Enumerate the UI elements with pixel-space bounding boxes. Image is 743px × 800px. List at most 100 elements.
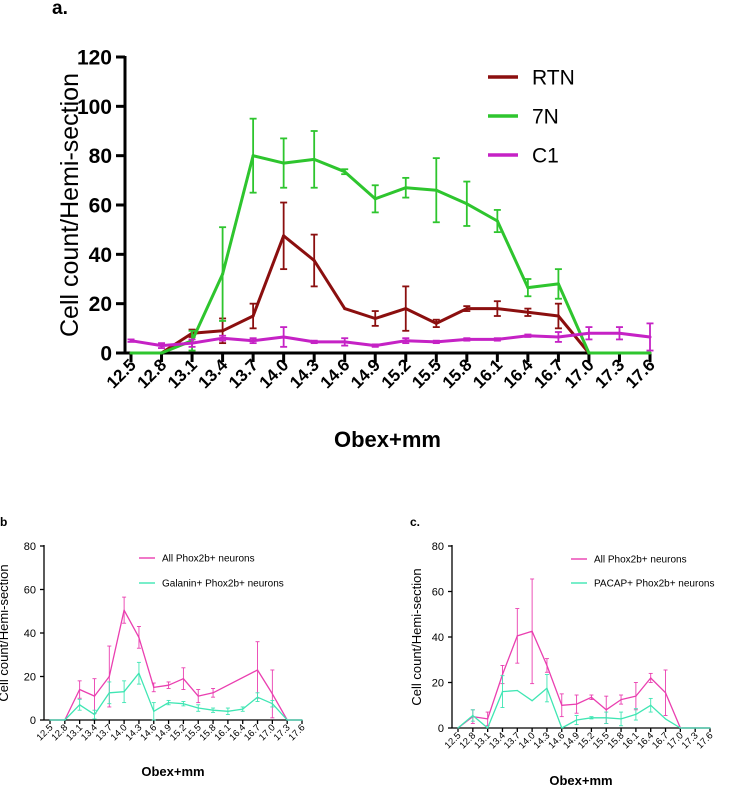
x-tick-label: 17.0 [561,355,598,392]
data-point [182,703,185,705]
data-point [605,717,607,719]
y-tick-label: 80 [432,541,444,553]
data-point [138,636,140,638]
data-point [605,709,607,711]
data-point [587,351,591,355]
data-point [108,692,110,694]
data-point [221,329,225,333]
legend-label: PACAP+ Phox2b+ neurons [594,579,714,590]
data-point [501,690,504,693]
data-point [108,675,110,678]
data-point [221,336,225,340]
data-point [182,678,185,680]
data-point [373,344,377,348]
x-tick-label: 15.8 [439,355,476,392]
data-point [635,713,637,715]
data-point [664,718,667,720]
series-7n [129,117,652,355]
x-tick-label: 14.9 [347,355,384,392]
y-tick-label: 0 [100,343,112,366]
x-tick-label: 17.3 [591,355,628,392]
data-point [286,719,288,721]
data-point [635,695,637,697]
data-point [546,664,548,667]
x-tick-label: 13.4 [195,355,232,392]
data-point [64,719,66,721]
x-axis-title: Obex+mm [141,764,204,779]
data-point [620,698,622,701]
data-point [495,219,499,223]
x-tick-label: 15.5 [408,355,445,392]
data-point [650,677,652,679]
data-point [242,708,244,710]
data-point [495,307,499,311]
y-tick-label: 40 [24,628,36,640]
data-point [620,718,622,720]
data-point [167,701,170,704]
y-tick-label: 20 [432,677,444,689]
data-point [123,609,125,611]
data-point [312,340,316,344]
data-point [160,351,164,355]
data-point [501,673,504,676]
data-point [282,335,286,339]
data-point [129,351,133,355]
series-all-phox2b-neurons [49,596,303,721]
y-tick-label: 40 [89,244,112,267]
data-point [167,684,170,686]
x-tick-label: 15.2 [378,355,415,392]
y-tick-label: 60 [432,586,444,598]
data-point [531,700,533,702]
y-tick-label: 80 [89,145,112,168]
data-point [197,707,199,709]
legend-label: All Phox2b+ neurons [162,554,255,565]
y-tick-label: 20 [24,671,36,683]
data-point [123,691,125,693]
series-rtn [129,201,652,355]
x-tick-label: 13.1 [164,355,201,392]
data-point [709,727,711,729]
data-point [531,630,533,632]
data-point [197,695,199,697]
data-point [650,704,652,706]
x-tick-label: 17.6 [622,355,659,392]
data-point [404,339,408,343]
data-point [648,351,652,355]
data-point [49,719,51,721]
data-point [256,696,259,698]
data-point [256,669,259,671]
series-line [457,630,710,729]
data-point [251,154,255,158]
y-axis-title: Cell count/Hemi-section [409,568,424,705]
data-point [556,282,560,286]
legend-label: C1 [532,144,559,167]
data-point [404,307,408,311]
x-tick-label: 12.8 [133,355,170,392]
legend-label: RTN [532,66,575,89]
legend-label: Galanin+ Phox2b+ neurons [162,579,284,590]
data-point [556,314,560,318]
x-tick-label: 17.6 [695,730,716,751]
data-point [486,727,489,729]
data-point [312,259,316,262]
panel-label: c. [410,515,420,529]
data-point [221,272,225,276]
data-point [587,331,591,335]
y-tick-label: 120 [77,47,112,70]
y-tick-label: 60 [89,195,112,218]
series-all-phox2b-neurons [457,578,711,729]
x-tick-label: 14.3 [286,355,323,392]
data-point [373,197,377,201]
data-point [465,337,469,341]
data-point [343,340,347,344]
data-point [617,351,621,355]
x-tick-label: 13.7 [225,355,262,392]
data-point [373,316,377,320]
series-line [457,687,710,729]
data-point [526,310,530,314]
data-point [465,202,469,206]
data-point [486,718,489,720]
data-point [227,710,229,712]
data-point [282,234,286,238]
data-point [251,339,255,343]
